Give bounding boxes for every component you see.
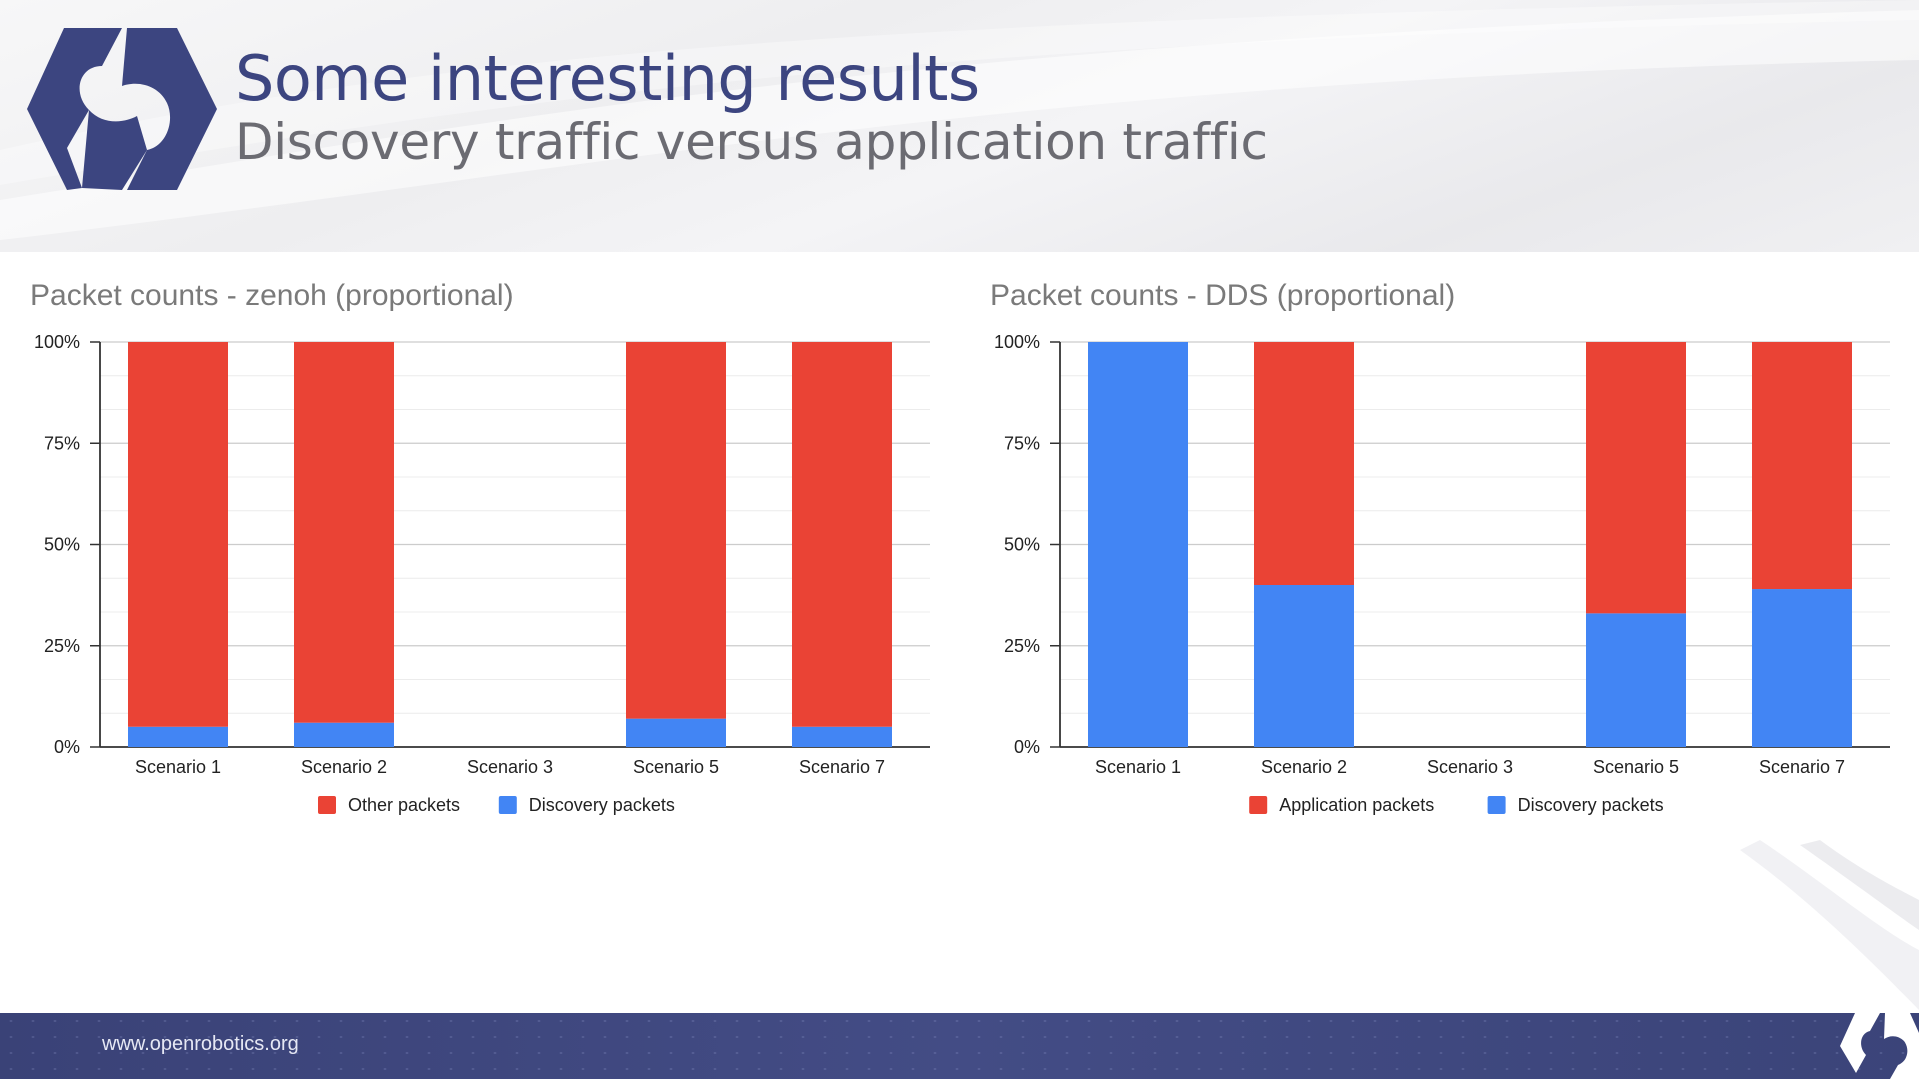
- chart-zenoh: Packet counts - zenoh (proportional) 0% 25…: [30, 279, 930, 815]
- footer-url[interactable]: www.openrobotics.org: [102, 1033, 299, 1055]
- y-tick-label: 25%: [44, 636, 80, 656]
- header-swoosh: [0, 0, 1919, 240]
- y-tick-label: 100%: [994, 332, 1040, 352]
- bar-discovery-packets: [128, 726, 228, 747]
- x-tick-label: Scenario 7: [799, 757, 885, 777]
- bar-other-packets: [294, 342, 394, 723]
- bar-discovery-packets: [626, 718, 726, 747]
- bar-application-packets: [1586, 342, 1686, 614]
- legend-swatch: [1249, 796, 1268, 814]
- y-tick-label: 25%: [1004, 636, 1040, 656]
- x-tick-label: Scenario 2: [301, 757, 387, 777]
- x-tick-label: Scenario 7: [1759, 757, 1845, 777]
- footer-pattern: [0, 1013, 1919, 1079]
- bar-discovery-packets: [1586, 613, 1686, 747]
- legend-swatch: [498, 796, 517, 814]
- chart-title: Packet counts - DDS (proportional): [990, 279, 1455, 312]
- open-robotics-logo: [27, 28, 217, 190]
- x-tick-label: Scenario 1: [135, 757, 221, 777]
- y-tick-label: 0%: [54, 737, 80, 757]
- legend-label: Discovery packets: [529, 795, 675, 815]
- x-tick-label: Scenario 3: [467, 757, 553, 777]
- x-tick-label: Scenario 5: [1593, 757, 1679, 777]
- bar-other-packets: [626, 342, 726, 719]
- legend-swatch: [318, 796, 336, 814]
- chart-dds: Packet counts - DDS (proportional) 0% 25% 5…: [990, 279, 1890, 815]
- bar-other-packets: [792, 342, 892, 727]
- bar-other-packets: [128, 342, 228, 727]
- legend-label: Application packets: [1279, 795, 1434, 815]
- bar-discovery-packets: [294, 722, 394, 747]
- bar-application-packets: [1254, 342, 1354, 585]
- footer-bar: www.openrobotics.org: [0, 1013, 1919, 1079]
- y-tick-label: 50%: [1004, 535, 1040, 555]
- footer-logo: [1840, 1013, 1919, 1079]
- y-tick-label: 75%: [1004, 433, 1040, 453]
- page-title: Some interesting results: [235, 42, 980, 115]
- legend-label: Discovery packets: [1518, 795, 1664, 815]
- x-tick-label: Scenario 3: [1427, 757, 1513, 777]
- x-tick-label: Scenario 1: [1095, 757, 1181, 777]
- bar-discovery-packets: [792, 726, 892, 747]
- bar-discovery-packets: [1254, 585, 1354, 747]
- header-background: [0, 0, 1919, 252]
- legend-label: Other packets: [348, 795, 460, 815]
- bar-discovery-packets: [1088, 342, 1188, 747]
- y-tick-label: 75%: [44, 433, 80, 453]
- y-tick-label: 50%: [44, 535, 80, 555]
- y-tick-label: 100%: [34, 332, 80, 352]
- x-tick-label: Scenario 5: [633, 757, 719, 777]
- x-tick-label: Scenario 2: [1261, 757, 1347, 777]
- bar-discovery-packets: [1752, 589, 1852, 747]
- y-tick-label: 0%: [1014, 737, 1040, 757]
- page-subtitle: Discovery traffic versus application tra…: [235, 113, 1268, 171]
- decorative-swoosh: [1740, 840, 1919, 1010]
- chart-title: Packet counts - zenoh (proportional): [30, 279, 514, 312]
- bar-application-packets: [1752, 342, 1852, 590]
- legend-swatch: [1487, 796, 1506, 814]
